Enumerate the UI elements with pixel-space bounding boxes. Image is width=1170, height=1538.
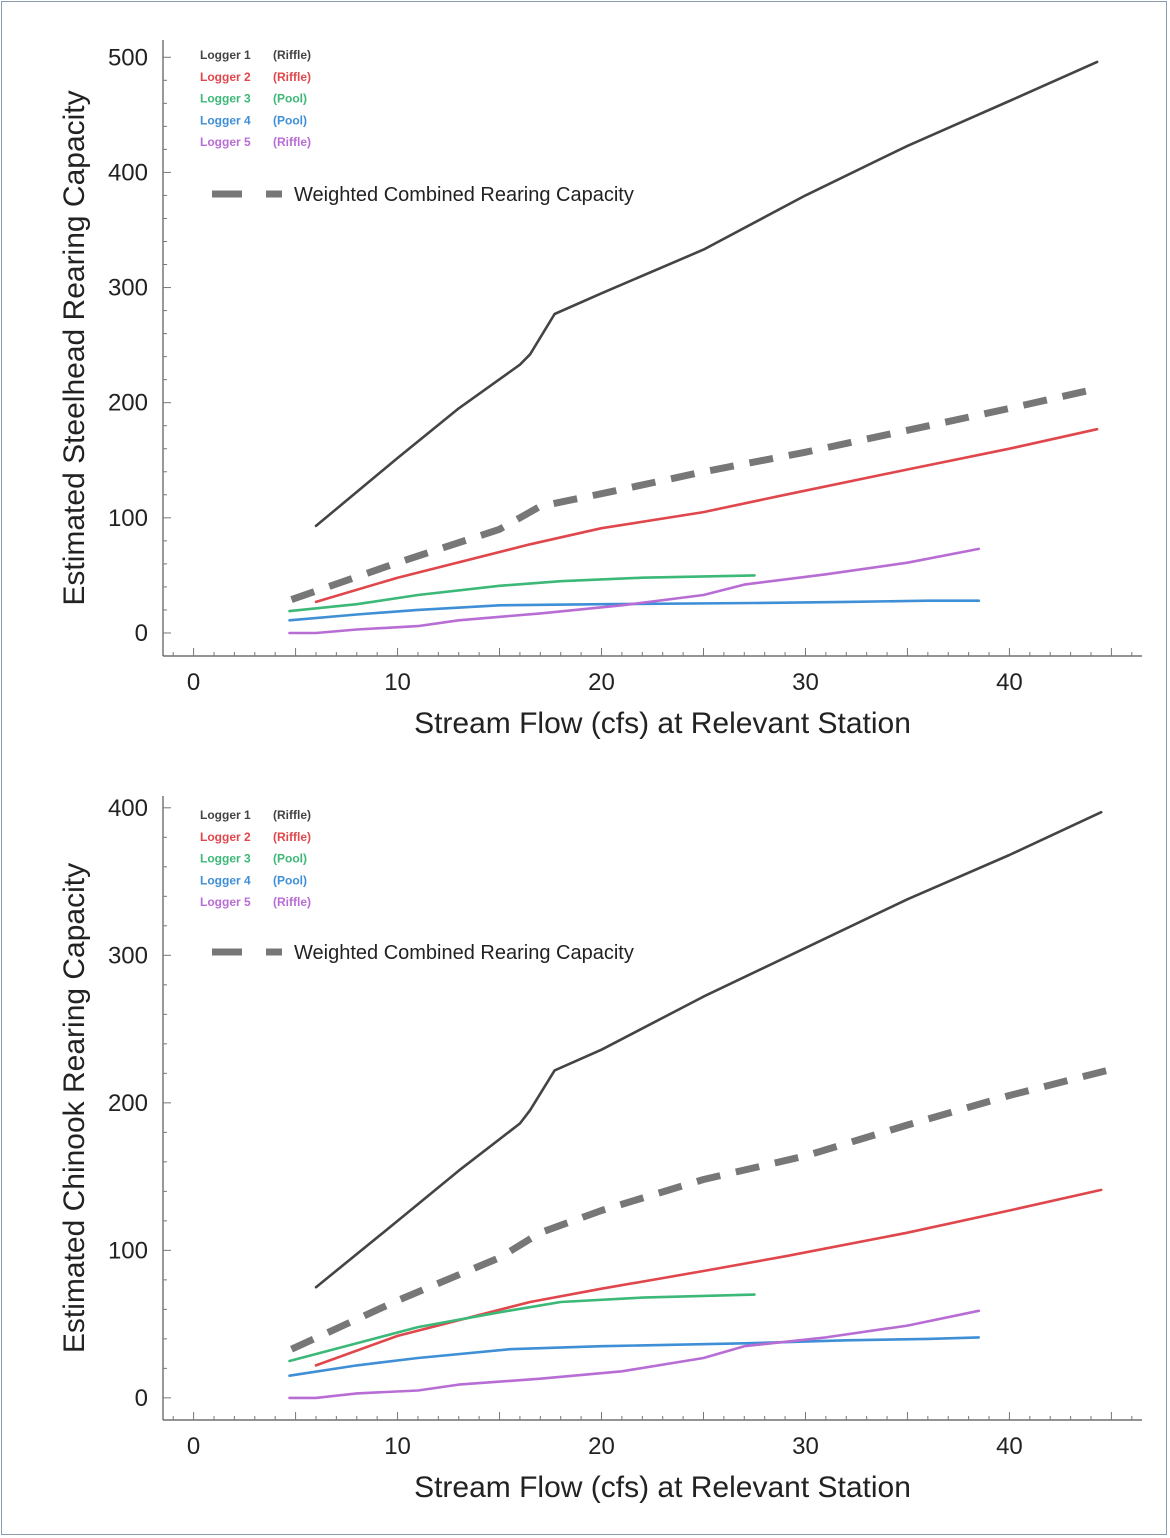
- x-tick-label: 30: [792, 669, 819, 696]
- x-tick-label: 10: [384, 1433, 411, 1460]
- series-line-logger-5: [288, 1309, 981, 1400]
- legend-label-logger-1: Logger 1: [200, 48, 251, 62]
- series-line-logger-1: [314, 810, 1103, 1289]
- y-tick-label: 300: [108, 275, 148, 302]
- legend-habitat-logger-5: (Riffle): [273, 135, 311, 149]
- legend-label-logger-3: Logger 3: [200, 852, 251, 866]
- y-axis-title: Estimated Steelhead Rearing Capacity: [58, 90, 91, 605]
- x-axis-title: Stream Flow (cfs) at Relevant Station: [414, 1471, 911, 1504]
- y-tick-label: 100: [108, 505, 148, 532]
- series-line-logger-2: [314, 1188, 1103, 1367]
- legend-habitat-logger-4: (Pool): [273, 873, 307, 887]
- series-line-logger-4: [288, 599, 981, 622]
- legend-habitat-logger-2: (Riffle): [273, 70, 311, 84]
- series-line-weighted-combined-rearing-capacity: [290, 1067, 1109, 1353]
- x-tick-label: 30: [792, 1433, 819, 1460]
- x-tick-label: 0: [187, 1433, 200, 1460]
- x-tick-label: 40: [996, 669, 1023, 696]
- x-tick-label: 20: [588, 669, 615, 696]
- series-line-logger-4: [288, 1336, 981, 1378]
- legend-label-logger-1: Logger 1: [200, 808, 251, 822]
- series-line-logger-1: [314, 60, 1099, 528]
- series-line-logger-3: [288, 574, 756, 613]
- legend-habitat-logger-5: (Riffle): [273, 895, 311, 909]
- y-tick-label: 200: [108, 1090, 148, 1117]
- y-tick-label: 0: [135, 1385, 148, 1412]
- legend-habitat-logger-2: (Riffle): [273, 830, 311, 844]
- x-tick-label: 20: [588, 1433, 615, 1460]
- legend-label-logger-5: Logger 5: [200, 135, 251, 149]
- x-tick-label: 0: [187, 669, 200, 696]
- y-tick-label: 400: [108, 159, 148, 186]
- legend-label-logger-5: Logger 5: [200, 895, 251, 909]
- series-line-logger-2: [314, 427, 1099, 604]
- legend-label-logger-4: Logger 4: [200, 113, 251, 127]
- legend-habitat-logger-4: (Pool): [273, 113, 307, 127]
- legend-habitat-logger-3: (Pool): [273, 92, 307, 106]
- legend-label-weighted-combined: Weighted Combined Rearing Capacity: [294, 184, 634, 206]
- series-line-logger-5: [288, 547, 981, 635]
- legend-label-logger-2: Logger 2: [200, 830, 251, 844]
- y-tick-label: 100: [108, 1237, 148, 1264]
- series-line-logger-3: [288, 1293, 756, 1363]
- series-line-weighted-combined-rearing-capacity: [290, 384, 1102, 603]
- legend-habitat-logger-3: (Pool): [273, 852, 307, 866]
- y-tick-label: 200: [108, 390, 148, 417]
- legend-label-logger-3: Logger 3: [200, 92, 251, 106]
- y-tick-label: 0: [135, 620, 148, 647]
- legend-habitat-logger-1: (Riffle): [273, 808, 311, 822]
- x-axis-title: Stream Flow (cfs) at Relevant Station: [414, 707, 911, 740]
- legend-label-logger-4: Logger 4: [200, 873, 251, 887]
- legend-habitat-logger-1: (Riffle): [273, 48, 311, 62]
- y-tick-label: 400: [108, 795, 148, 822]
- x-tick-label: 10: [384, 669, 411, 696]
- y-axis-title: Estimated Chinook Rearing Capacity: [58, 863, 91, 1353]
- y-tick-label: 300: [108, 942, 148, 969]
- y-tick-label: 500: [108, 44, 148, 71]
- x-tick-label: 40: [996, 1433, 1023, 1460]
- legend-label-logger-2: Logger 2: [200, 70, 251, 84]
- legend-label-weighted-combined: Weighted Combined Rearing Capacity: [294, 942, 634, 964]
